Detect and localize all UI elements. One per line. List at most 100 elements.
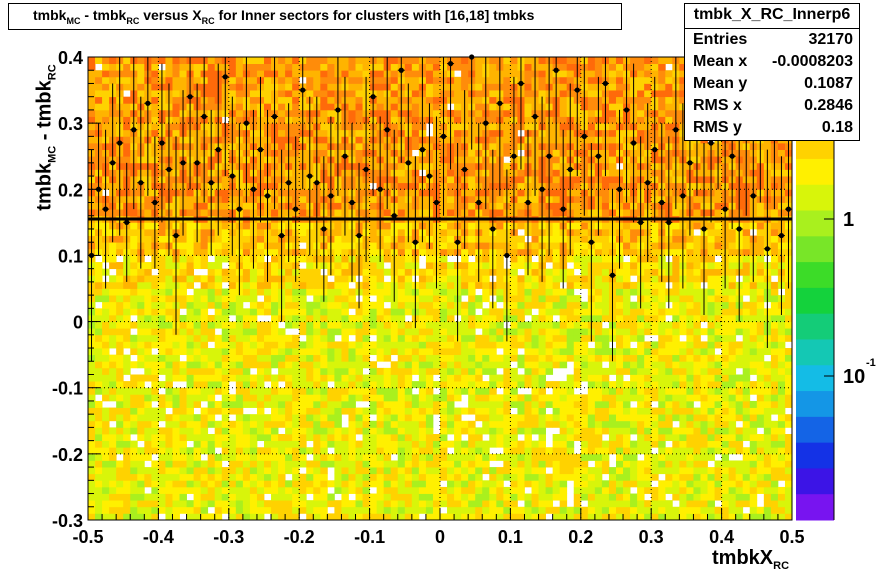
- heatmap-cell: [207, 394, 216, 402]
- heatmap-cell: [151, 486, 159, 494]
- heatmap-cell: [355, 506, 363, 514]
- heatmap-cell: [242, 447, 251, 455]
- heatmap-cell: [221, 480, 230, 488]
- heatmap-cell: [271, 506, 279, 514]
- heatmap-cell: [390, 76, 399, 84]
- heatmap-cell: [587, 129, 596, 137]
- heatmap-cell: [95, 348, 103, 356]
- heatmap-cell: [95, 90, 103, 98]
- heatmap-cell: [447, 473, 455, 481]
- heatmap-cell: [348, 83, 356, 91]
- heatmap-cell: [271, 268, 279, 276]
- heatmap-cell: [369, 480, 378, 488]
- heatmap-cell: [440, 427, 448, 435]
- heatmap-cell: [285, 288, 293, 296]
- heatmap-cell: [102, 367, 110, 375]
- heatmap-cell: [327, 109, 335, 117]
- heatmap-cell: [475, 341, 483, 349]
- heatmap-cell: [362, 57, 370, 65]
- heatmap-cell: [573, 341, 582, 349]
- heatmap-cell: [228, 63, 237, 71]
- heatmap-cell: [144, 354, 152, 362]
- heatmap-cell: [144, 314, 152, 322]
- heatmap-cell: [461, 367, 469, 375]
- heatmap-cell: [355, 109, 363, 117]
- heatmap-cell: [383, 235, 392, 243]
- heatmap-cell: [454, 440, 462, 448]
- heatmap-cell: [320, 314, 328, 322]
- heatmap-cell: [242, 486, 251, 494]
- heatmap-cell: [306, 467, 314, 475]
- heatmap-cell: [341, 275, 349, 283]
- heatmap-cell: [200, 281, 209, 289]
- heatmap-cell: [334, 447, 342, 455]
- heatmap-cell: [348, 453, 356, 461]
- heatmap-cell: [559, 328, 568, 336]
- heatmap-cell: [278, 513, 286, 521]
- heatmap-cell: [109, 334, 117, 342]
- heatmap-cell: [425, 301, 434, 309]
- heatmap-cell: [552, 434, 561, 442]
- heatmap-cell: [468, 328, 476, 336]
- heatmap-cell: [538, 440, 546, 448]
- heatmap-cell: [292, 374, 300, 382]
- heatmap-cell: [235, 374, 244, 382]
- heatmap-cell: [531, 222, 539, 230]
- heatmap-cell: [102, 288, 110, 296]
- heatmap-cell: [447, 248, 455, 256]
- heatmap-cell: [256, 473, 265, 481]
- heatmap-cell: [496, 314, 504, 322]
- heatmap-cell: [454, 434, 462, 442]
- heatmap-cell: [489, 129, 497, 137]
- heatmap-cell: [123, 156, 131, 164]
- heatmap-cell: [116, 354, 124, 362]
- heatmap-cell: [123, 354, 131, 362]
- heatmap-cell: [538, 281, 546, 289]
- heatmap-cell: [496, 394, 504, 402]
- heatmap-cell: [271, 361, 279, 369]
- heatmap-cell: [271, 321, 279, 329]
- heatmap-cell: [440, 394, 448, 402]
- heatmap-cell: [397, 414, 406, 422]
- heatmap-cell: [235, 348, 244, 356]
- heatmap-cell: [524, 83, 532, 91]
- heatmap-cell: [432, 486, 441, 494]
- heatmap-cell: [383, 447, 392, 455]
- heatmap-cell: [594, 400, 603, 408]
- heatmap-cell: [552, 288, 561, 296]
- heatmap-cell: [95, 434, 103, 442]
- heatmap-cell: [496, 281, 504, 289]
- heatmap-cell: [524, 374, 532, 382]
- heatmap-cell: [397, 301, 406, 309]
- heatmap-cell: [285, 63, 293, 71]
- heatmap-cell: [376, 301, 385, 309]
- heatmap-cell: [123, 381, 131, 389]
- heatmap-cell: [320, 440, 328, 448]
- heatmap-cell: [573, 414, 582, 422]
- heatmap-cell: [475, 70, 483, 78]
- heatmap-cell: [489, 367, 497, 375]
- heatmap-cell: [200, 387, 209, 395]
- heatmap-cell: [552, 473, 561, 481]
- heatmap-cell: [510, 288, 518, 296]
- heatmap-cell: [496, 268, 504, 276]
- heatmap-cell: [88, 90, 96, 98]
- heatmap-cell: [552, 328, 561, 336]
- heatmap-cell: [313, 281, 321, 289]
- heatmap-cell: [158, 308, 166, 316]
- heatmap-cell: [102, 394, 110, 402]
- heatmap-cell: [172, 407, 180, 415]
- heatmap-cell: [207, 57, 216, 65]
- heatmap-cell: [531, 381, 539, 389]
- heatmap-cell: [299, 228, 307, 236]
- heatmap-cell: [165, 262, 173, 270]
- heatmap-cell: [538, 434, 546, 442]
- heatmap-cell: [341, 235, 349, 243]
- heatmap-cell: [207, 334, 216, 342]
- heatmap-cell: [538, 493, 546, 501]
- heatmap-cell: [587, 467, 596, 475]
- heatmap-cell: [475, 467, 483, 475]
- heatmap-cell: [313, 334, 321, 342]
- heatmap-cell: [256, 400, 265, 408]
- heatmap-cell: [165, 268, 173, 276]
